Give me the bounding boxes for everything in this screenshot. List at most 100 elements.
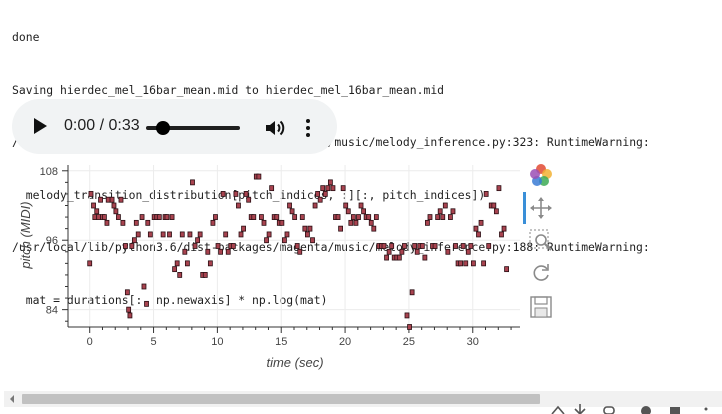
note-mark <box>105 196 111 203</box>
note-mark <box>287 202 292 209</box>
note-mark <box>284 231 290 238</box>
note-mark <box>402 243 407 249</box>
note-mark <box>486 243 492 249</box>
note-mark <box>343 202 349 209</box>
note-mark <box>368 219 374 226</box>
note-mark <box>458 260 464 267</box>
note-mark <box>184 260 190 267</box>
move-up-icon <box>551 405 565 414</box>
x-tick-label: 20 <box>339 336 351 348</box>
note-mark <box>190 179 195 186</box>
delete-icon <box>670 407 680 414</box>
note-mark <box>399 248 405 255</box>
note-mark <box>261 219 267 226</box>
plot-axes: 0 5 10 15 20 25 30 84 96 108 <box>40 165 520 348</box>
note-mark <box>491 202 497 209</box>
note-mark <box>202 272 208 278</box>
log-line: Saving hierdec_mel_16bar_mean.mid to hie… <box>12 82 445 97</box>
horizontal-scrollbar[interactable] <box>4 391 722 407</box>
note-mark <box>330 185 336 192</box>
box-zoom-icon[interactable] <box>528 228 554 254</box>
note-mark <box>230 243 236 249</box>
note-mark <box>445 248 451 255</box>
audio-seek-thumb[interactable] <box>156 121 170 135</box>
play-icon[interactable] <box>34 118 47 134</box>
note-mark <box>338 225 344 232</box>
note-mark <box>156 214 162 220</box>
bokeh-logo-icon[interactable] <box>528 162 554 188</box>
notes-layer <box>87 173 509 330</box>
y-tick-label: 108 <box>40 166 58 178</box>
note-mark <box>310 237 315 244</box>
note-mark <box>468 243 474 249</box>
note-mark <box>361 208 366 215</box>
note-mark <box>432 243 438 249</box>
note-mark <box>473 225 479 232</box>
note-mark <box>414 248 420 255</box>
note-mark <box>98 196 103 203</box>
note-mark <box>389 243 395 249</box>
note-mark <box>356 214 361 220</box>
note-mark <box>483 191 489 197</box>
note-mark <box>101 214 107 220</box>
note-mark <box>169 214 175 220</box>
note-mark <box>251 214 257 220</box>
note-mark <box>297 248 303 255</box>
note-mark <box>470 260 476 267</box>
note-mark <box>348 219 354 226</box>
scrollbar-thumb <box>22 394 540 404</box>
note-mark <box>353 219 359 226</box>
note-mark <box>425 219 430 226</box>
note-mark <box>340 185 346 192</box>
note-mark <box>139 214 145 220</box>
more-options-icon[interactable] <box>303 117 313 139</box>
plot-toolbar <box>523 160 558 330</box>
note-mark <box>299 214 305 220</box>
note-mark <box>133 219 139 226</box>
note-mark <box>427 214 433 220</box>
move-down-icon <box>574 404 586 414</box>
note-mark <box>174 260 180 267</box>
note-mark <box>118 196 124 203</box>
x-tick-label: 10 <box>211 336 223 348</box>
note-mark <box>177 272 183 278</box>
note-mark <box>386 248 392 255</box>
note-mark <box>350 214 356 220</box>
note-mark <box>453 243 458 249</box>
note-mark <box>371 225 377 232</box>
x-tick-label: 5 <box>150 336 156 348</box>
y-axis-label: pitch (MIDI) <box>18 201 33 269</box>
note-mark <box>499 231 504 238</box>
note-mark <box>366 214 372 220</box>
volume-icon[interactable] <box>264 117 286 139</box>
note-mark <box>220 191 226 197</box>
note-mark <box>195 237 200 244</box>
audio-seek-slider[interactable] <box>146 126 240 130</box>
note-mark <box>282 237 287 244</box>
reset-icon[interactable] <box>528 260 554 286</box>
note-mark <box>435 214 441 220</box>
note-mark <box>264 237 269 244</box>
note-mark <box>345 208 351 215</box>
note-mark <box>145 219 151 226</box>
note-mark <box>167 231 172 238</box>
note-mark <box>109 196 115 203</box>
note-mark <box>141 283 147 290</box>
pan-icon[interactable] <box>528 195 554 221</box>
note-mark <box>448 214 453 220</box>
note-mark <box>289 208 295 215</box>
note-mark <box>292 214 298 220</box>
active-tool-indicator <box>523 192 526 224</box>
note-mark <box>135 231 141 238</box>
note-mark <box>496 185 502 192</box>
note-mark <box>358 202 364 209</box>
note-mark <box>123 243 128 249</box>
note-mark <box>87 260 93 267</box>
note-mark <box>243 191 249 197</box>
note-mark <box>256 173 262 180</box>
note-mark <box>274 214 280 220</box>
settings-icon <box>641 406 651 414</box>
note-mark <box>131 237 137 244</box>
save-icon[interactable] <box>528 294 554 320</box>
pitch-plot: 0 5 10 15 20 25 30 84 96 108 time (sec) pitch (MI… <box>18 165 520 370</box>
